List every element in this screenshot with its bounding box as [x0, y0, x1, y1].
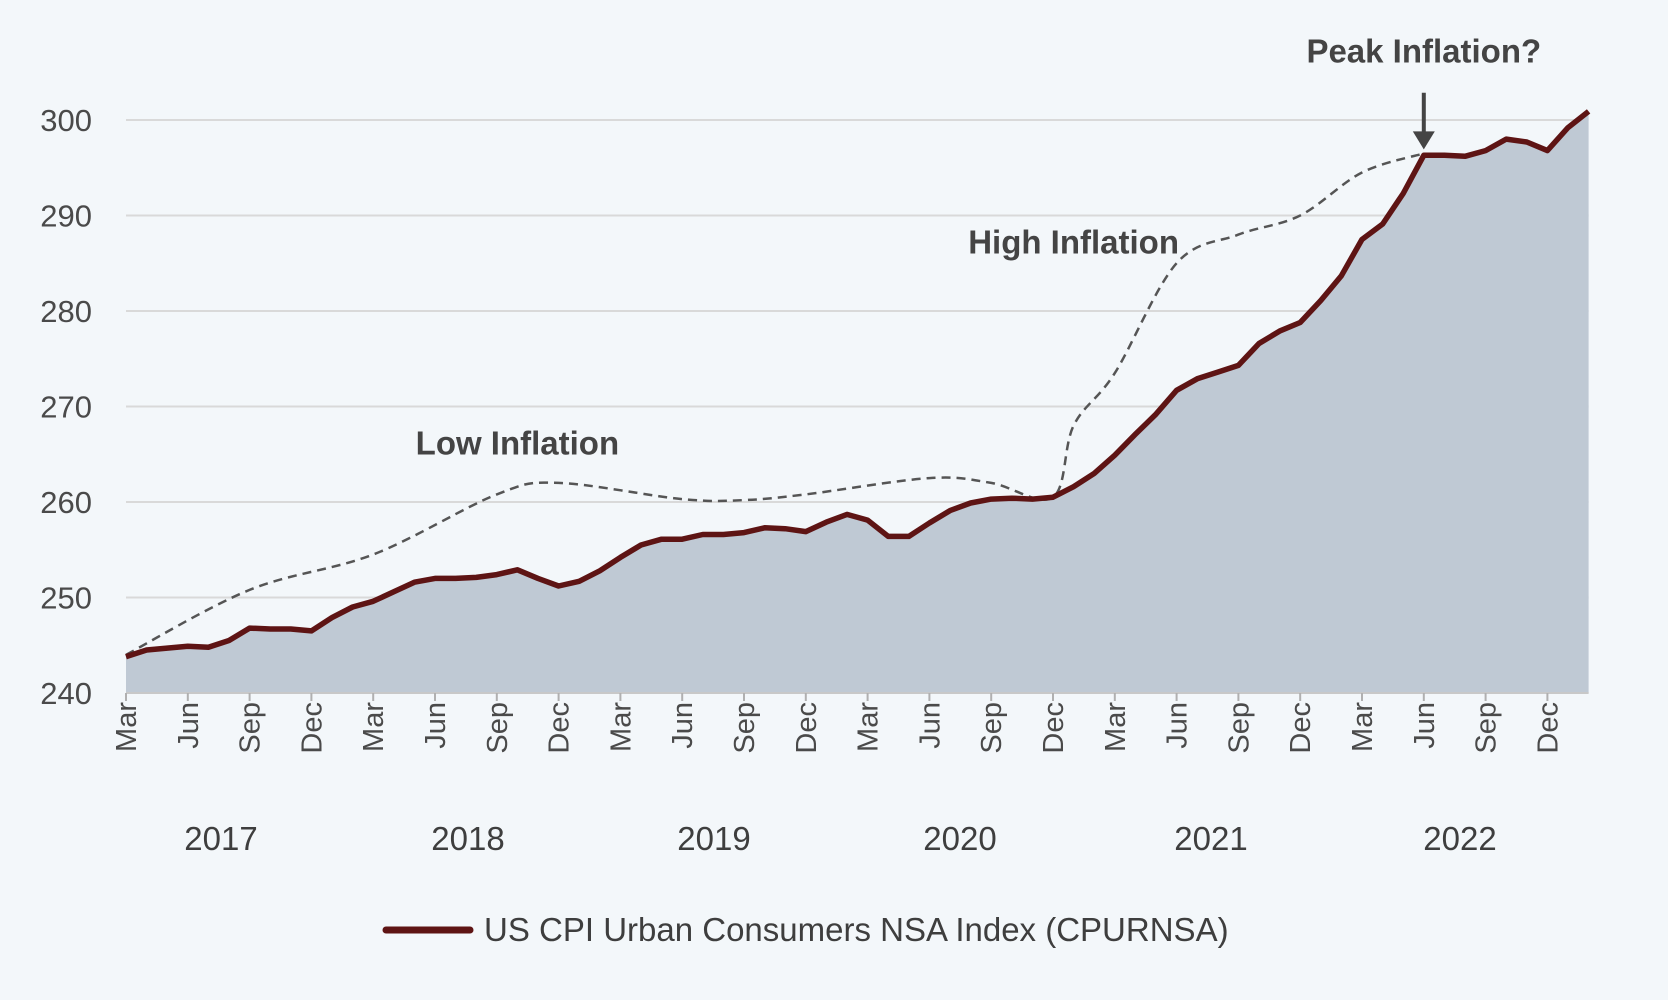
year-label: 2021	[1174, 820, 1247, 857]
x-tick-label: Jun	[914, 702, 946, 749]
x-tick-label: Jun	[1409, 702, 1441, 749]
y-tick-label: 270	[40, 390, 92, 425]
x-tick-label: Dec	[296, 702, 328, 754]
x-tick-label: Mar	[358, 702, 390, 752]
x-tick-label: Jun	[667, 702, 699, 749]
x-tick-label: Sep	[729, 702, 761, 754]
year-labels: 2017 2018 2019 2020 2021 2022	[184, 820, 1496, 857]
y-tick-label: 290	[40, 199, 92, 234]
year-label: 2019	[677, 820, 750, 857]
x-tick-label: Dec	[791, 702, 823, 754]
x-tick-label: Mar	[1347, 702, 1379, 752]
x-axis	[125, 692, 1589, 701]
x-tick-label: Jun	[173, 702, 205, 749]
y-tick-label: 300	[40, 103, 92, 138]
year-label: 2022	[1423, 820, 1496, 857]
annotation-label: Peak Inflation?	[1306, 33, 1541, 70]
x-tick-label: Sep	[235, 702, 267, 754]
x-tick-label: Mar	[111, 702, 143, 752]
year-label: 2018	[431, 820, 504, 857]
x-tick-label: Jun	[1162, 702, 1194, 749]
x-tick-label: Dec	[544, 702, 576, 754]
x-tick-label: Mar	[1100, 702, 1132, 752]
annotation-label: Low Inflation	[416, 424, 619, 461]
year-label: 2020	[923, 820, 996, 857]
x-tick-label: Mar	[605, 702, 637, 752]
y-axis-tick-labels: 240 250 260 270 280 290 300	[40, 103, 92, 711]
y-tick-label: 240	[40, 676, 92, 711]
x-tick-label: Jun	[420, 702, 452, 749]
cpi-area-fill	[126, 111, 1589, 693]
y-tick-label: 250	[40, 581, 92, 616]
x-tick-label: Dec	[1038, 702, 1070, 754]
x-tick-label: Sep	[1223, 702, 1255, 754]
annotation-arrow-head	[1412, 131, 1435, 150]
y-tick-label: 280	[40, 294, 92, 329]
x-axis-tick-labels: Mar Jun Sep Dec Mar Jun Sep Dec Mar Jun Sep Dec Mar J…	[111, 702, 1564, 754]
cpi-series-line	[125, 109, 1591, 660]
year-label: 2017	[184, 820, 257, 857]
legend-label: US CPI Urban Consumers NSA Index (CPURNS…	[484, 911, 1229, 948]
y-tick-label: 260	[40, 485, 92, 520]
x-tick-label: Sep	[482, 702, 514, 754]
trend-dashed-line	[125, 152, 1425, 656]
x-tick-label: Mar	[853, 702, 885, 752]
x-tick-label: Dec	[1285, 702, 1317, 754]
x-tick-label: Sep	[976, 702, 1008, 754]
legend: US CPI Urban Consumers NSA Index (CPURNS…	[382, 911, 1229, 948]
x-tick-label: Sep	[1471, 702, 1503, 754]
annotation-label: High Inflation	[968, 224, 1179, 261]
annotations: Low Inflation High Inflation Peak Inflatio…	[416, 33, 1541, 462]
x-tick-label: Dec	[1532, 702, 1564, 754]
